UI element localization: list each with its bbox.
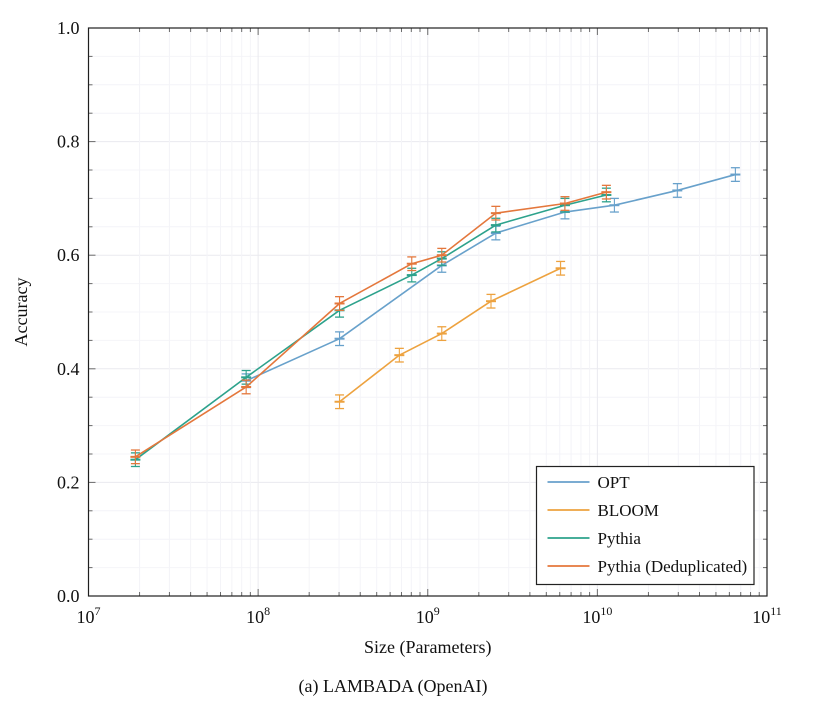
- series-pythia: [130, 187, 612, 468]
- series-line-opt: [245, 173, 736, 382]
- x-tick-label: 1011: [752, 604, 782, 627]
- legend-label: OPT: [598, 473, 631, 492]
- y-tick-label: 0.0: [57, 586, 80, 606]
- y-tick-label: 0.6: [57, 245, 80, 265]
- legend-box: [535, 465, 755, 586]
- series-pythia-deduplicated: [130, 184, 612, 465]
- legend-item-pythia-deduplicated: Pythia (Deduplicated): [547, 557, 748, 576]
- series-bloom: [334, 260, 566, 410]
- chart-canvas: 0.0 0.2 0.4 0.6 0.8 1.0 107 108 109 1010 1011 Size …: [11, 18, 782, 658]
- x-tick-label: 1010: [582, 604, 612, 627]
- legend-item-bloom: BLOOM: [547, 501, 659, 520]
- series-opt: [241, 167, 741, 389]
- x-tick-label: 107: [77, 604, 101, 627]
- legend-label: Pythia (Deduplicated): [598, 557, 748, 576]
- series-line-bloom: [339, 267, 561, 403]
- lambada-accuracy-chart: 0.0 0.2 0.4 0.6 0.8 1.0 107 108 109 1010 1011 Size …: [11, 18, 782, 658]
- figure-caption: (a) LAMBADA (OpenAI): [298, 676, 488, 696]
- series-line-pythia: [134, 194, 607, 461]
- legend-label: BLOOM: [598, 501, 659, 520]
- series-line-pythia-deduplicated: [134, 191, 607, 458]
- legend-label: Pythia: [598, 529, 642, 548]
- y-tick-label: 1.0: [57, 18, 80, 38]
- legend-item-opt: OPT: [547, 473, 631, 492]
- x-tick-label: 108: [246, 604, 270, 627]
- y-axis-label: Accuracy: [11, 278, 31, 347]
- y-tick-label: 0.8: [57, 132, 80, 152]
- legend: OPT BLOOM Pythia Pythia (Deduplicated): [535, 465, 755, 586]
- y-tick-label: 0.4: [57, 359, 80, 379]
- x-axis-label: Size (Parameters): [364, 637, 491, 658]
- plot-frame: [87, 27, 768, 597]
- axis-ticks: [88, 27, 768, 597]
- x-tick-label: 109: [416, 604, 440, 627]
- y-tick-label: 0.2: [57, 472, 80, 492]
- legend-item-pythia: Pythia: [547, 529, 642, 548]
